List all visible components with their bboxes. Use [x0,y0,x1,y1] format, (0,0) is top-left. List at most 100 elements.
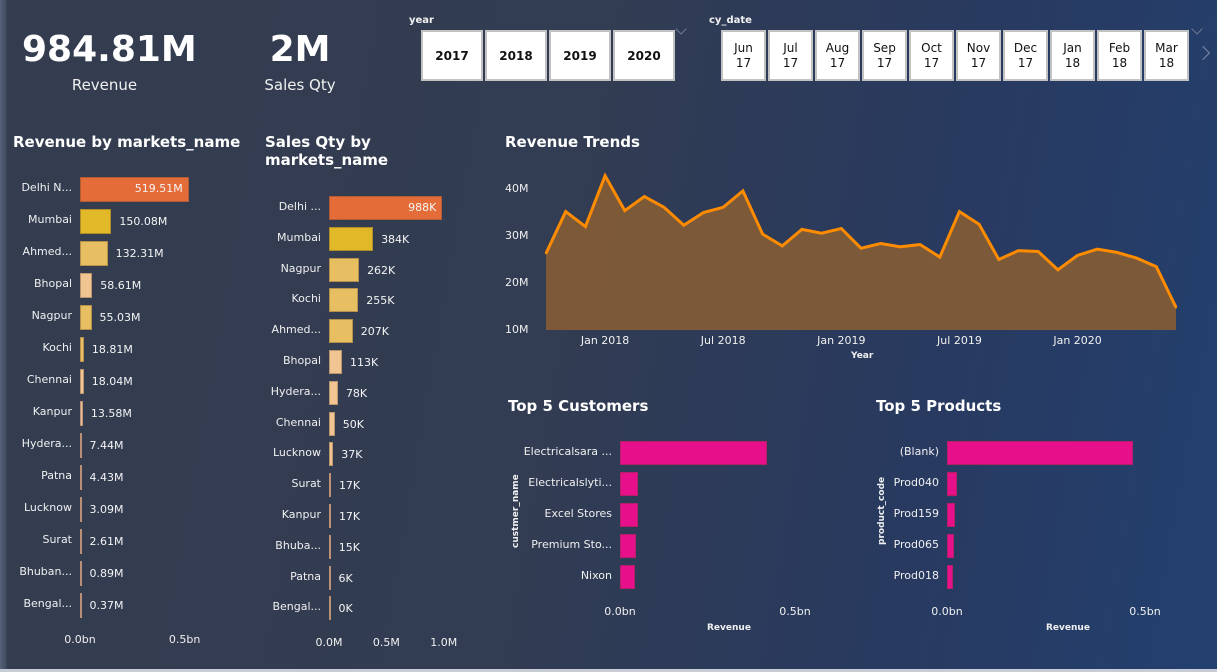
x-axis-tick: 0.0bn [931,605,963,618]
data-point[interactable] [663,206,666,209]
data-point[interactable] [604,174,607,177]
year-tile-2018[interactable]: 2018 [485,30,547,81]
y-axis-title: custmer_name [511,474,521,548]
date-tile-nov-17[interactable]: Nov 17 [956,30,1001,81]
data-point[interactable] [564,210,567,213]
bar[interactable] [80,176,189,202]
bar[interactable] [329,257,360,282]
date-tile-jan-18[interactable]: Jan 18 [1050,30,1095,81]
category-label: Prod018 [893,569,939,582]
bar[interactable] [329,504,331,528]
data-point[interactable] [722,206,725,209]
bar[interactable] [80,272,93,298]
cy-date-slicer-title: cy_date [709,15,752,26]
data-point[interactable] [919,243,922,246]
x-axis-tick: 0.5bn [1129,605,1161,618]
data-point[interactable] [1037,250,1040,253]
bar[interactable] [80,336,84,362]
bar[interactable] [80,496,82,522]
data-point[interactable] [1175,306,1177,309]
y-axis-tick: 20M [505,276,529,289]
data-point[interactable] [800,228,803,231]
bar[interactable] [620,441,767,465]
data-point[interactable] [781,244,784,247]
bar[interactable] [329,350,342,374]
data-point[interactable] [997,258,1000,261]
date-tile-sep-17[interactable]: Sep 17 [862,30,907,81]
bar[interactable] [329,442,334,467]
bar[interactable] [80,432,82,458]
data-point[interactable] [1017,249,1020,252]
revenue-trends-title: Revenue Trends [505,133,640,151]
data-point[interactable] [899,245,902,248]
year-tile-2020[interactable]: 2020 [613,30,675,81]
data-point[interactable] [623,209,626,212]
data-point[interactable] [879,242,882,245]
bar[interactable] [80,304,92,330]
bar[interactable] [947,472,957,496]
bar[interactable] [947,534,954,558]
data-label: 113K [349,356,379,369]
bar[interactable] [80,528,82,554]
bar[interactable] [329,534,331,559]
data-point[interactable] [1155,265,1158,268]
data-point[interactable] [761,233,764,236]
bar[interactable] [80,464,82,490]
bar[interactable] [80,560,82,586]
year-tile-2017[interactable]: 2017 [421,30,483,81]
date-tile-dec-17[interactable]: Dec 17 [1003,30,1048,81]
data-label: 0K [338,602,353,616]
data-point[interactable] [1135,257,1138,260]
date-tile-jun-17[interactable]: Jun 17 [721,30,766,81]
date-tile-feb-18[interactable]: Feb 18 [1097,30,1142,81]
bar[interactable] [80,368,84,394]
bar[interactable] [620,472,638,496]
data-point[interactable] [958,210,961,213]
sales-qty-kpi-value: 2M [269,29,331,70]
bar[interactable] [80,240,108,266]
bar[interactable] [329,226,374,251]
category-label: Prod065 [893,538,939,551]
data-label: 7.44M [89,439,124,452]
data-point[interactable] [938,256,941,259]
date-tile-aug-17[interactable]: Aug 17 [815,30,860,81]
data-point[interactable] [820,232,823,235]
bar[interactable] [947,503,955,527]
bar[interactable] [329,319,353,344]
data-point[interactable] [840,227,843,230]
data-point[interactable] [860,247,862,250]
revenue-area [546,175,1176,330]
bar[interactable] [947,441,1134,465]
data-point[interactable] [545,252,547,255]
bar[interactable] [329,565,331,590]
bar[interactable] [329,596,331,621]
data-point[interactable] [682,224,685,227]
data-point[interactable] [1056,268,1059,271]
bar[interactable] [947,565,954,589]
category-label: Lucknow [23,501,72,514]
bar[interactable] [80,400,83,426]
data-point[interactable] [584,225,587,228]
data-point[interactable] [978,223,981,226]
bar[interactable] [620,503,638,527]
bar[interactable] [329,288,359,313]
data-point[interactable] [702,211,705,214]
bar[interactable] [329,380,338,405]
bar[interactable] [80,592,82,618]
date-tile-oct-17[interactable]: Oct 17 [909,30,954,81]
data-point[interactable] [643,195,646,198]
data-point[interactable] [741,189,744,192]
data-label: 15K [338,540,360,554]
bar[interactable] [620,534,636,558]
date-tile-jul-17[interactable]: Jul 17 [768,30,813,81]
data-point[interactable] [1076,254,1079,257]
bar[interactable] [80,208,112,234]
data-point[interactable] [1096,248,1099,251]
bar[interactable] [329,196,443,220]
year-tile-2019[interactable]: 2019 [549,30,611,81]
bar[interactable] [329,411,335,436]
bar[interactable] [620,565,636,589]
date-tile-mar-18[interactable]: Mar 18 [1144,30,1189,81]
data-point[interactable] [1115,251,1118,254]
bar[interactable] [329,473,331,498]
